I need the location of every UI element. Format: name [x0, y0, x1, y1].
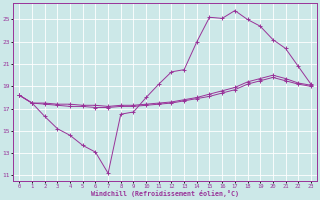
X-axis label: Windchill (Refroidissement éolien,°C): Windchill (Refroidissement éolien,°C) [91, 190, 239, 197]
